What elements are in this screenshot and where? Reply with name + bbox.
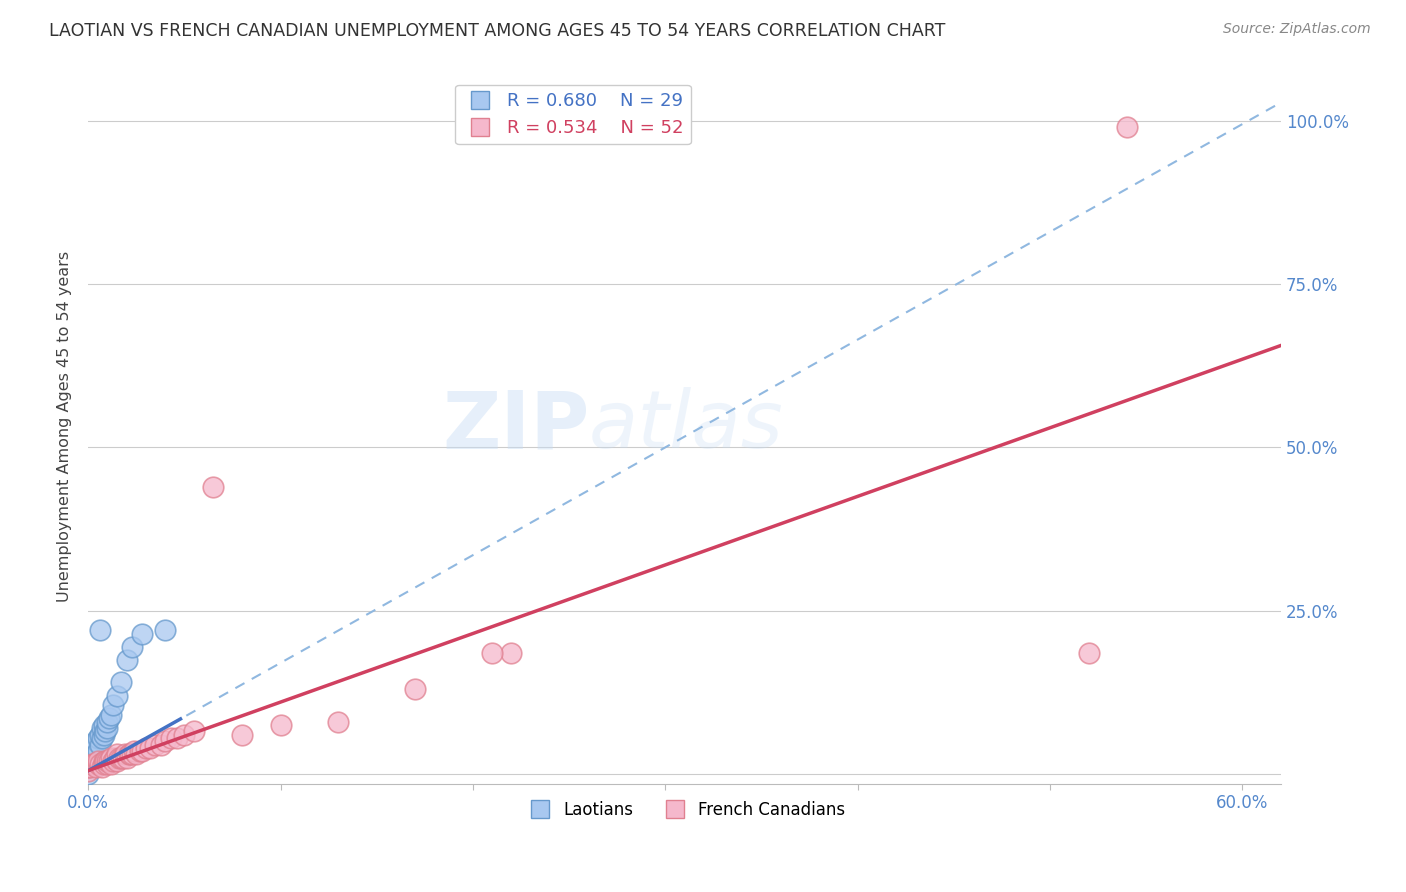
- Point: [131, 744, 153, 758]
- Text: LAOTIAN VS FRENCH CANADIAN UNEMPLOYMENT AMONG AGES 45 TO 54 YEARS CORRELATION CH: LAOTIAN VS FRENCH CANADIAN UNEMPLOYMENT …: [49, 22, 946, 40]
- Point: [153, 624, 176, 638]
- Point: [94, 754, 117, 768]
- Point: [150, 738, 173, 752]
- Y-axis label: Unemployment Among Ages 45 to 54 years: Unemployment Among Ages 45 to 54 years: [58, 251, 72, 602]
- Point: [202, 479, 225, 493]
- Point: [90, 721, 112, 735]
- Point: [105, 689, 128, 703]
- Point: [93, 728, 115, 742]
- Point: [101, 754, 124, 768]
- Point: [93, 757, 115, 772]
- Point: [481, 646, 503, 660]
- Text: atlas: atlas: [589, 387, 785, 465]
- Point: [80, 754, 103, 768]
- Point: [173, 728, 195, 742]
- Point: [100, 750, 122, 764]
- Point: [93, 718, 115, 732]
- Point: [93, 754, 115, 768]
- Point: [96, 721, 118, 735]
- Point: [96, 714, 118, 729]
- Point: [79, 757, 101, 772]
- Point: [105, 747, 128, 762]
- Point: [83, 750, 105, 764]
- Point: [153, 734, 176, 748]
- Point: [94, 724, 117, 739]
- Point: [1077, 646, 1099, 660]
- Point: [87, 731, 110, 745]
- Point: [83, 740, 105, 755]
- Point: [87, 744, 110, 758]
- Legend: Laotians, French Canadians: Laotians, French Canadians: [517, 794, 852, 825]
- Point: [129, 744, 152, 758]
- Point: [105, 754, 128, 768]
- Point: [166, 731, 188, 745]
- Text: Source: ZipAtlas.com: Source: ZipAtlas.com: [1223, 22, 1371, 37]
- Point: [79, 760, 101, 774]
- Point: [90, 760, 112, 774]
- Point: [125, 747, 148, 762]
- Point: [89, 728, 111, 742]
- Point: [98, 711, 121, 725]
- Point: [328, 714, 350, 729]
- Point: [1116, 120, 1139, 135]
- Point: [89, 757, 111, 772]
- Point: [114, 747, 136, 762]
- Point: [115, 652, 138, 666]
- Point: [98, 754, 121, 768]
- Point: [270, 718, 292, 732]
- Point: [77, 760, 100, 774]
- Point: [145, 738, 167, 752]
- Point: [231, 728, 253, 742]
- Point: [108, 750, 131, 764]
- Point: [131, 626, 153, 640]
- Point: [124, 744, 146, 758]
- Point: [100, 757, 122, 772]
- Point: [84, 760, 107, 774]
- Point: [87, 757, 110, 772]
- Point: [89, 624, 111, 638]
- Point: [115, 750, 138, 764]
- Point: [84, 734, 107, 748]
- Point: [104, 750, 127, 764]
- Point: [138, 740, 160, 755]
- Point: [77, 767, 100, 781]
- Point: [110, 675, 132, 690]
- Point: [84, 747, 107, 762]
- Point: [121, 640, 143, 654]
- Point: [501, 646, 523, 660]
- Point: [96, 757, 118, 772]
- Point: [77, 764, 100, 778]
- Point: [87, 754, 110, 768]
- Point: [77, 760, 100, 774]
- Point: [89, 738, 111, 752]
- Point: [83, 757, 105, 772]
- Point: [183, 724, 205, 739]
- Point: [117, 747, 139, 762]
- Text: ZIP: ZIP: [441, 387, 589, 465]
- Point: [90, 731, 112, 745]
- Point: [404, 681, 426, 696]
- Point: [121, 747, 143, 762]
- Point: [160, 731, 183, 745]
- Point: [96, 754, 118, 768]
- Point: [111, 750, 134, 764]
- Point: [110, 750, 132, 764]
- Point: [120, 747, 142, 762]
- Point: [135, 740, 157, 755]
- Point: [100, 708, 122, 723]
- Point: [101, 698, 124, 713]
- Point: [80, 757, 103, 772]
